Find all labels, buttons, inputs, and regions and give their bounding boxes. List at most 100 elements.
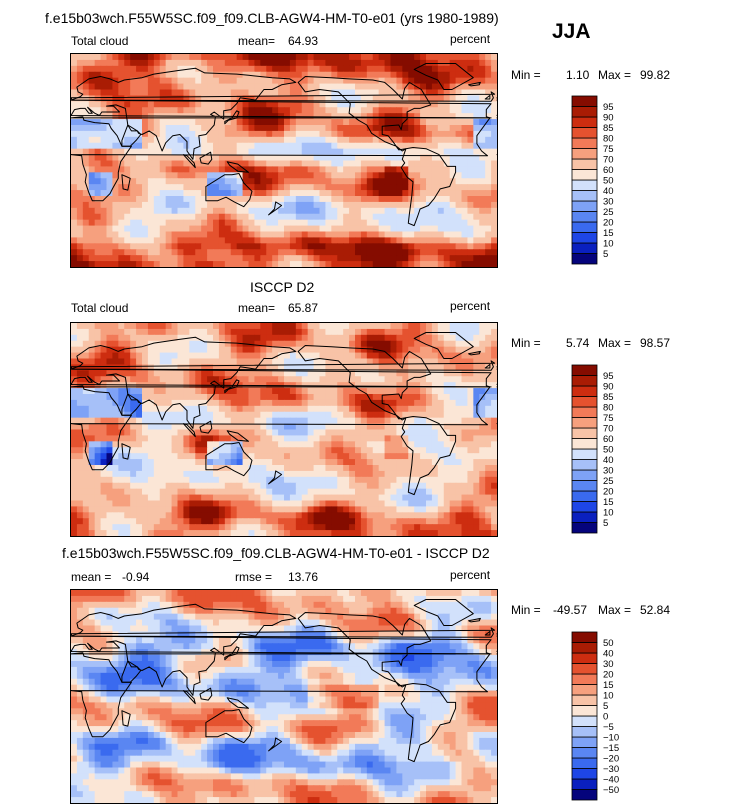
map-cell [260, 237, 267, 244]
map-cell [402, 435, 409, 442]
map-cell [177, 476, 185, 484]
map-cell [165, 370, 173, 377]
map-cell [213, 172, 220, 179]
map-cell [112, 89, 119, 97]
map-cell [254, 54, 261, 61]
map-cell [313, 225, 321, 233]
map-cell [437, 500, 445, 508]
map-cell [124, 243, 131, 250]
map-cell [331, 334, 338, 342]
map-cell [278, 340, 285, 348]
map-cell [201, 190, 208, 197]
map-cell [236, 423, 244, 431]
map-cell [88, 364, 96, 371]
map-cell [82, 65, 90, 73]
map-cell [479, 130, 486, 138]
map-cell [165, 376, 173, 383]
map-cell [402, 249, 409, 256]
map-cell [390, 388, 398, 395]
colorbar-tick-label: 60 [603, 165, 614, 176]
map-cell [372, 459, 380, 466]
map-cell [159, 184, 167, 191]
map-cell [142, 113, 149, 120]
map-cell [171, 148, 179, 156]
map-cell [360, 346, 368, 354]
map-cell [378, 411, 386, 419]
map-cell [301, 453, 309, 460]
map-cell [124, 423, 131, 431]
map-cell [260, 423, 267, 431]
map-cell [260, 352, 267, 360]
map-cell [390, 142, 398, 150]
map-cell [189, 59, 196, 67]
map-cell [479, 405, 486, 413]
map-cell [349, 101, 356, 108]
map-cell [242, 83, 250, 91]
map-cell [153, 95, 161, 102]
map-cell [331, 125, 338, 132]
map-cell [461, 453, 469, 460]
map-cell [254, 482, 261, 490]
map-cell [94, 476, 102, 484]
map-cell [218, 130, 226, 138]
map-cell [366, 160, 374, 168]
map-cell [443, 54, 451, 61]
map-cell [254, 429, 261, 437]
map-cell [171, 107, 179, 114]
map-cell [195, 136, 202, 144]
map-cell [195, 172, 202, 179]
map-cell [360, 441, 368, 448]
map-cell [218, 476, 226, 484]
map-cell [378, 388, 386, 395]
map-cell [467, 130, 474, 138]
map-cell [331, 459, 338, 466]
map-cell [224, 225, 232, 233]
map-cell [213, 453, 220, 460]
map-cell [112, 178, 119, 185]
map-cell [236, 328, 244, 336]
map-cell [177, 370, 185, 377]
map-cell [278, 160, 285, 168]
map-cell [396, 95, 403, 102]
map-cell [153, 231, 161, 239]
map-cell [201, 476, 208, 484]
map-cell [195, 255, 202, 262]
map-cell [443, 154, 451, 162]
map-cell [94, 54, 102, 61]
map-cell [142, 352, 149, 360]
map-cell [331, 394, 338, 401]
map-cell [94, 488, 102, 496]
map-cell [207, 476, 214, 484]
map-cell [88, 101, 96, 108]
map-cell [165, 411, 173, 419]
map-cell [260, 190, 267, 197]
map-cell [384, 136, 392, 144]
map-cell [71, 494, 78, 502]
map-cell [76, 65, 84, 73]
map-cell [195, 71, 202, 79]
map-cell [366, 213, 374, 221]
map-cell [355, 243, 362, 250]
map-cell [88, 178, 96, 185]
map-cell [159, 213, 167, 221]
map-cell [124, 201, 131, 209]
map-cell [426, 465, 433, 472]
map-cell [408, 54, 415, 61]
map-cell [165, 453, 173, 460]
map-cell [100, 334, 108, 342]
map-cell [136, 500, 143, 508]
map-cell [319, 459, 327, 466]
map-cell [284, 213, 291, 221]
map-cell [71, 77, 78, 85]
map-cell [491, 119, 497, 126]
map-cell [130, 166, 137, 173]
map-cell [426, 382, 433, 389]
map-cell [437, 107, 445, 114]
map-cell [431, 237, 439, 244]
map-cell [479, 83, 486, 91]
map-cell [349, 382, 356, 389]
map-cell [165, 231, 173, 239]
map-cell [390, 172, 398, 179]
map-cell [254, 488, 261, 496]
map-cell [443, 323, 451, 330]
